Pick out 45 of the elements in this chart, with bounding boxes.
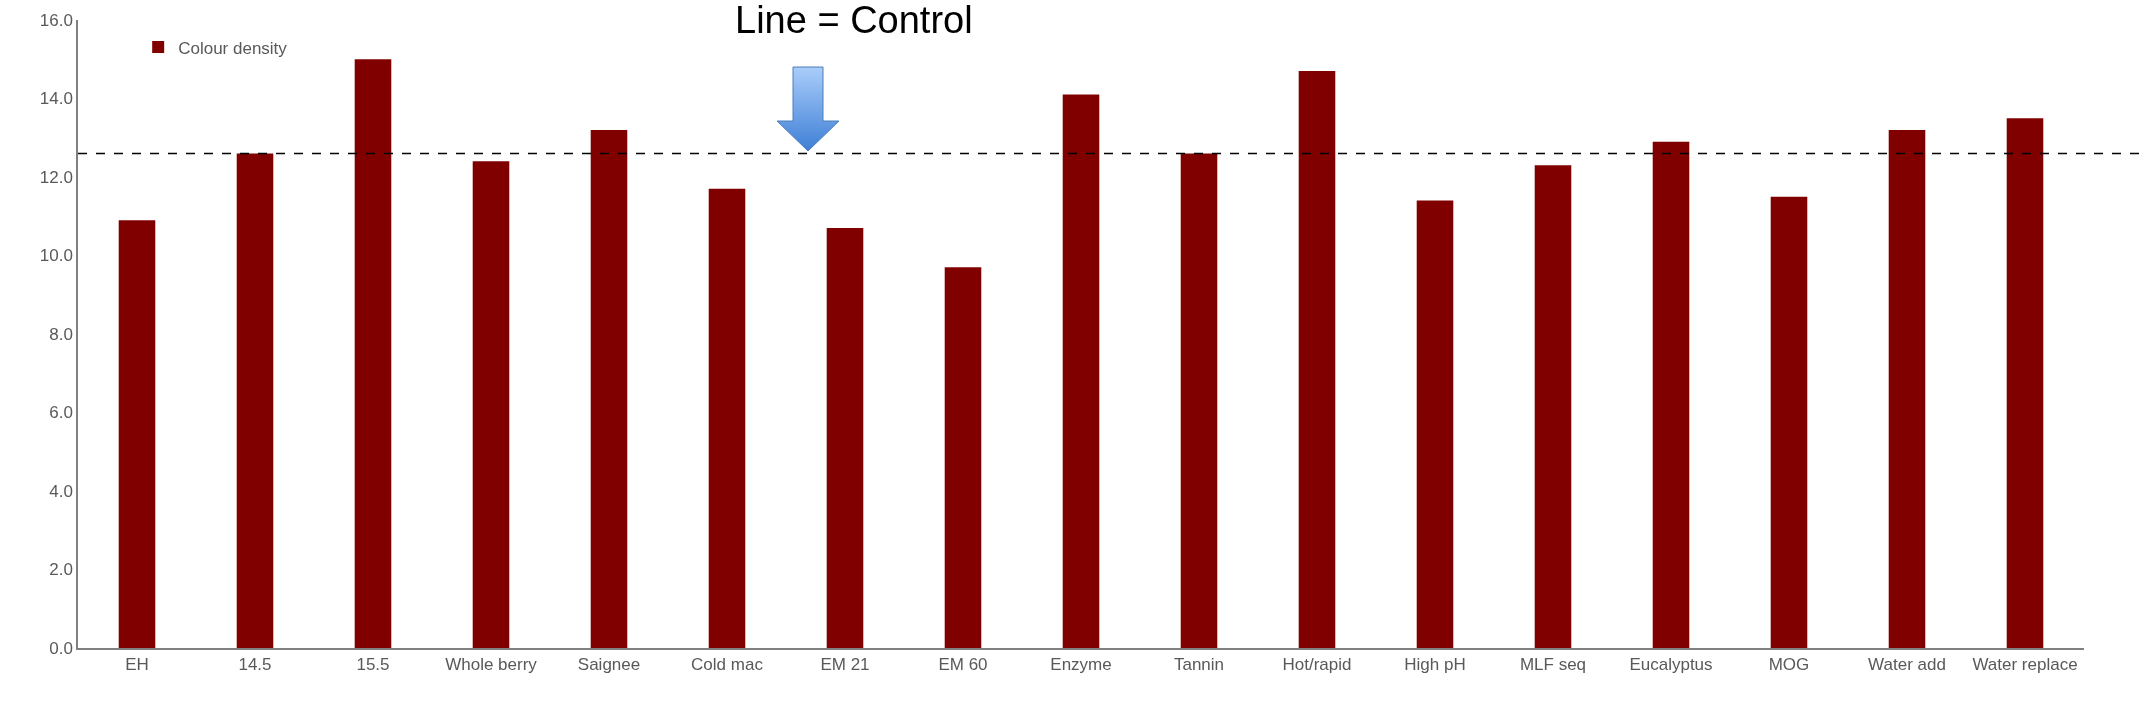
- bar: [826, 228, 864, 648]
- bar: [1180, 153, 1218, 648]
- bar: [1416, 200, 1454, 648]
- bar: [1652, 141, 1690, 648]
- x-tick-label: Hot/rapid: [1282, 655, 1352, 675]
- x-tick-label: Whole berry: [445, 655, 538, 675]
- bar: [2006, 118, 2044, 648]
- bar: [590, 129, 628, 648]
- x-tick-label: Tannin: [1173, 655, 1225, 675]
- bar: [118, 220, 156, 648]
- y-tick-label: 0.0: [49, 638, 73, 658]
- bar: [236, 153, 274, 648]
- bar: [1534, 165, 1572, 648]
- bar: [944, 267, 982, 648]
- y-tick-label: 14.0: [39, 89, 73, 109]
- y-tick-label: 2.0: [49, 560, 73, 580]
- x-tick-label: 15.5: [356, 655, 390, 675]
- y-tick-label: 12.0: [39, 167, 73, 187]
- bar: [354, 59, 392, 648]
- y-tick-label: 4.0: [49, 481, 73, 501]
- bar: [1062, 94, 1100, 648]
- y-tick-label: 10.0: [39, 246, 73, 266]
- bar: [708, 188, 746, 648]
- x-tick-label: Saignee: [577, 655, 641, 675]
- bar: [1298, 71, 1336, 648]
- x-tick-label: High pH: [1404, 655, 1466, 675]
- legend-label: Colour density: [178, 38, 288, 58]
- ref-line-label: Line = Control: [735, 0, 973, 41]
- bar: [1888, 129, 1926, 648]
- bar: [1770, 196, 1808, 648]
- bar: [472, 161, 510, 648]
- x-tick-label: EH: [125, 655, 149, 675]
- x-tick-label: EM 21: [820, 655, 870, 675]
- y-tick-label: 16.0: [39, 10, 73, 30]
- x-tick-label: MLF seq: [1519, 655, 1587, 675]
- x-tick-label: Eucalyptus: [1629, 655, 1713, 675]
- x-tick-label: Water add: [1868, 655, 1946, 675]
- x-tick-label: Cold mac: [691, 655, 764, 675]
- x-tick-label: Enzyme: [1050, 655, 1112, 675]
- y-tick-label: 8.0: [49, 324, 73, 344]
- x-tick-label: 14.5: [238, 655, 272, 675]
- x-tick-label: EM 60: [938, 655, 988, 675]
- x-tick-label: MOG: [1768, 655, 1810, 675]
- x-tick-label: Water replace: [1972, 655, 2078, 675]
- y-tick-label: 6.0: [49, 403, 73, 423]
